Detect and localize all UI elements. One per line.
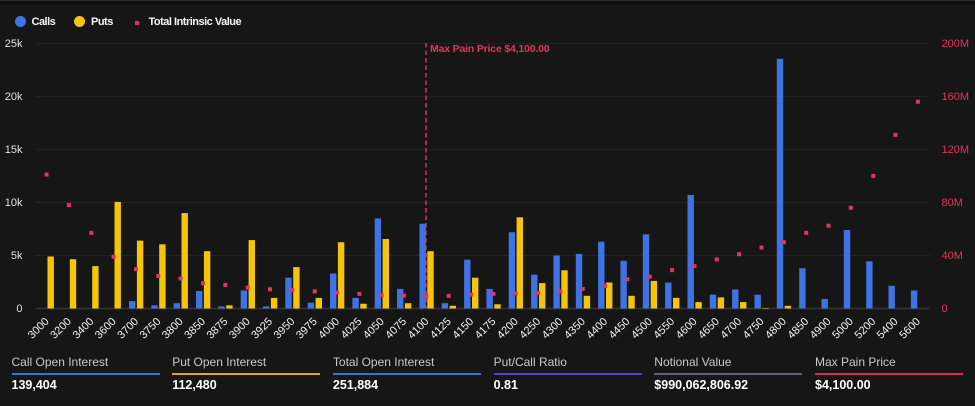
svg-text:3750: 3750 <box>138 316 164 342</box>
svg-text:4350: 4350 <box>562 316 588 342</box>
svg-text:3975: 3975 <box>294 316 320 342</box>
svg-text:4175: 4175 <box>473 316 499 342</box>
svg-text:5k: 5k <box>11 250 23 262</box>
svg-text:40M: 40M <box>942 250 963 262</box>
svg-text:4125: 4125 <box>428 316 454 342</box>
svg-text:4075: 4075 <box>383 316 409 342</box>
svg-text:4150: 4150 <box>450 316 476 342</box>
svg-text:4250: 4250 <box>517 316 543 342</box>
svg-text:4650: 4650 <box>696 316 722 342</box>
svg-text:4000: 4000 <box>316 316 342 342</box>
svg-text:5600: 5600 <box>897 316 923 342</box>
svg-text:0: 0 <box>942 303 948 315</box>
svg-text:4600: 4600 <box>674 316 700 342</box>
svg-text:20k: 20k <box>5 91 23 103</box>
svg-text:4100: 4100 <box>406 316 432 342</box>
svg-text:5400: 5400 <box>875 316 901 342</box>
svg-text:3950: 3950 <box>272 316 298 342</box>
svg-text:3925: 3925 <box>249 316 275 342</box>
svg-text:Max Pain Price $4,100.00: Max Pain Price $4,100.00 <box>430 43 550 55</box>
svg-text:160M: 160M <box>942 91 970 103</box>
svg-text:80M: 80M <box>942 197 963 209</box>
svg-text:15k: 15k <box>5 144 23 156</box>
svg-text:10k: 10k <box>5 197 23 209</box>
svg-text:4700: 4700 <box>718 316 744 342</box>
svg-text:200M: 200M <box>942 38 970 50</box>
svg-text:25k: 25k <box>5 38 23 50</box>
svg-text:3900: 3900 <box>227 316 253 342</box>
svg-text:4050: 4050 <box>361 316 387 342</box>
svg-text:4850: 4850 <box>786 316 812 342</box>
svg-text:3875: 3875 <box>205 316 231 342</box>
svg-text:3000: 3000 <box>26 316 52 342</box>
svg-text:4900: 4900 <box>808 316 834 342</box>
svg-text:3850: 3850 <box>182 316 208 342</box>
svg-text:4500: 4500 <box>629 316 655 342</box>
svg-text:4750: 4750 <box>741 316 767 342</box>
svg-text:4550: 4550 <box>651 316 677 342</box>
svg-text:3600: 3600 <box>93 316 119 342</box>
svg-text:0: 0 <box>16 303 22 315</box>
svg-text:4800: 4800 <box>763 316 789 342</box>
svg-text:4200: 4200 <box>495 316 521 342</box>
svg-text:4300: 4300 <box>540 316 566 342</box>
svg-text:3200: 3200 <box>48 316 74 342</box>
svg-text:4450: 4450 <box>607 316 633 342</box>
svg-text:120M: 120M <box>942 144 970 156</box>
svg-text:4400: 4400 <box>584 316 610 342</box>
svg-text:5200: 5200 <box>853 316 879 342</box>
svg-text:4025: 4025 <box>339 316 365 342</box>
svg-text:3800: 3800 <box>160 316 186 342</box>
svg-text:3700: 3700 <box>115 316 141 342</box>
svg-text:3400: 3400 <box>71 316 97 342</box>
svg-text:5000: 5000 <box>830 316 856 342</box>
